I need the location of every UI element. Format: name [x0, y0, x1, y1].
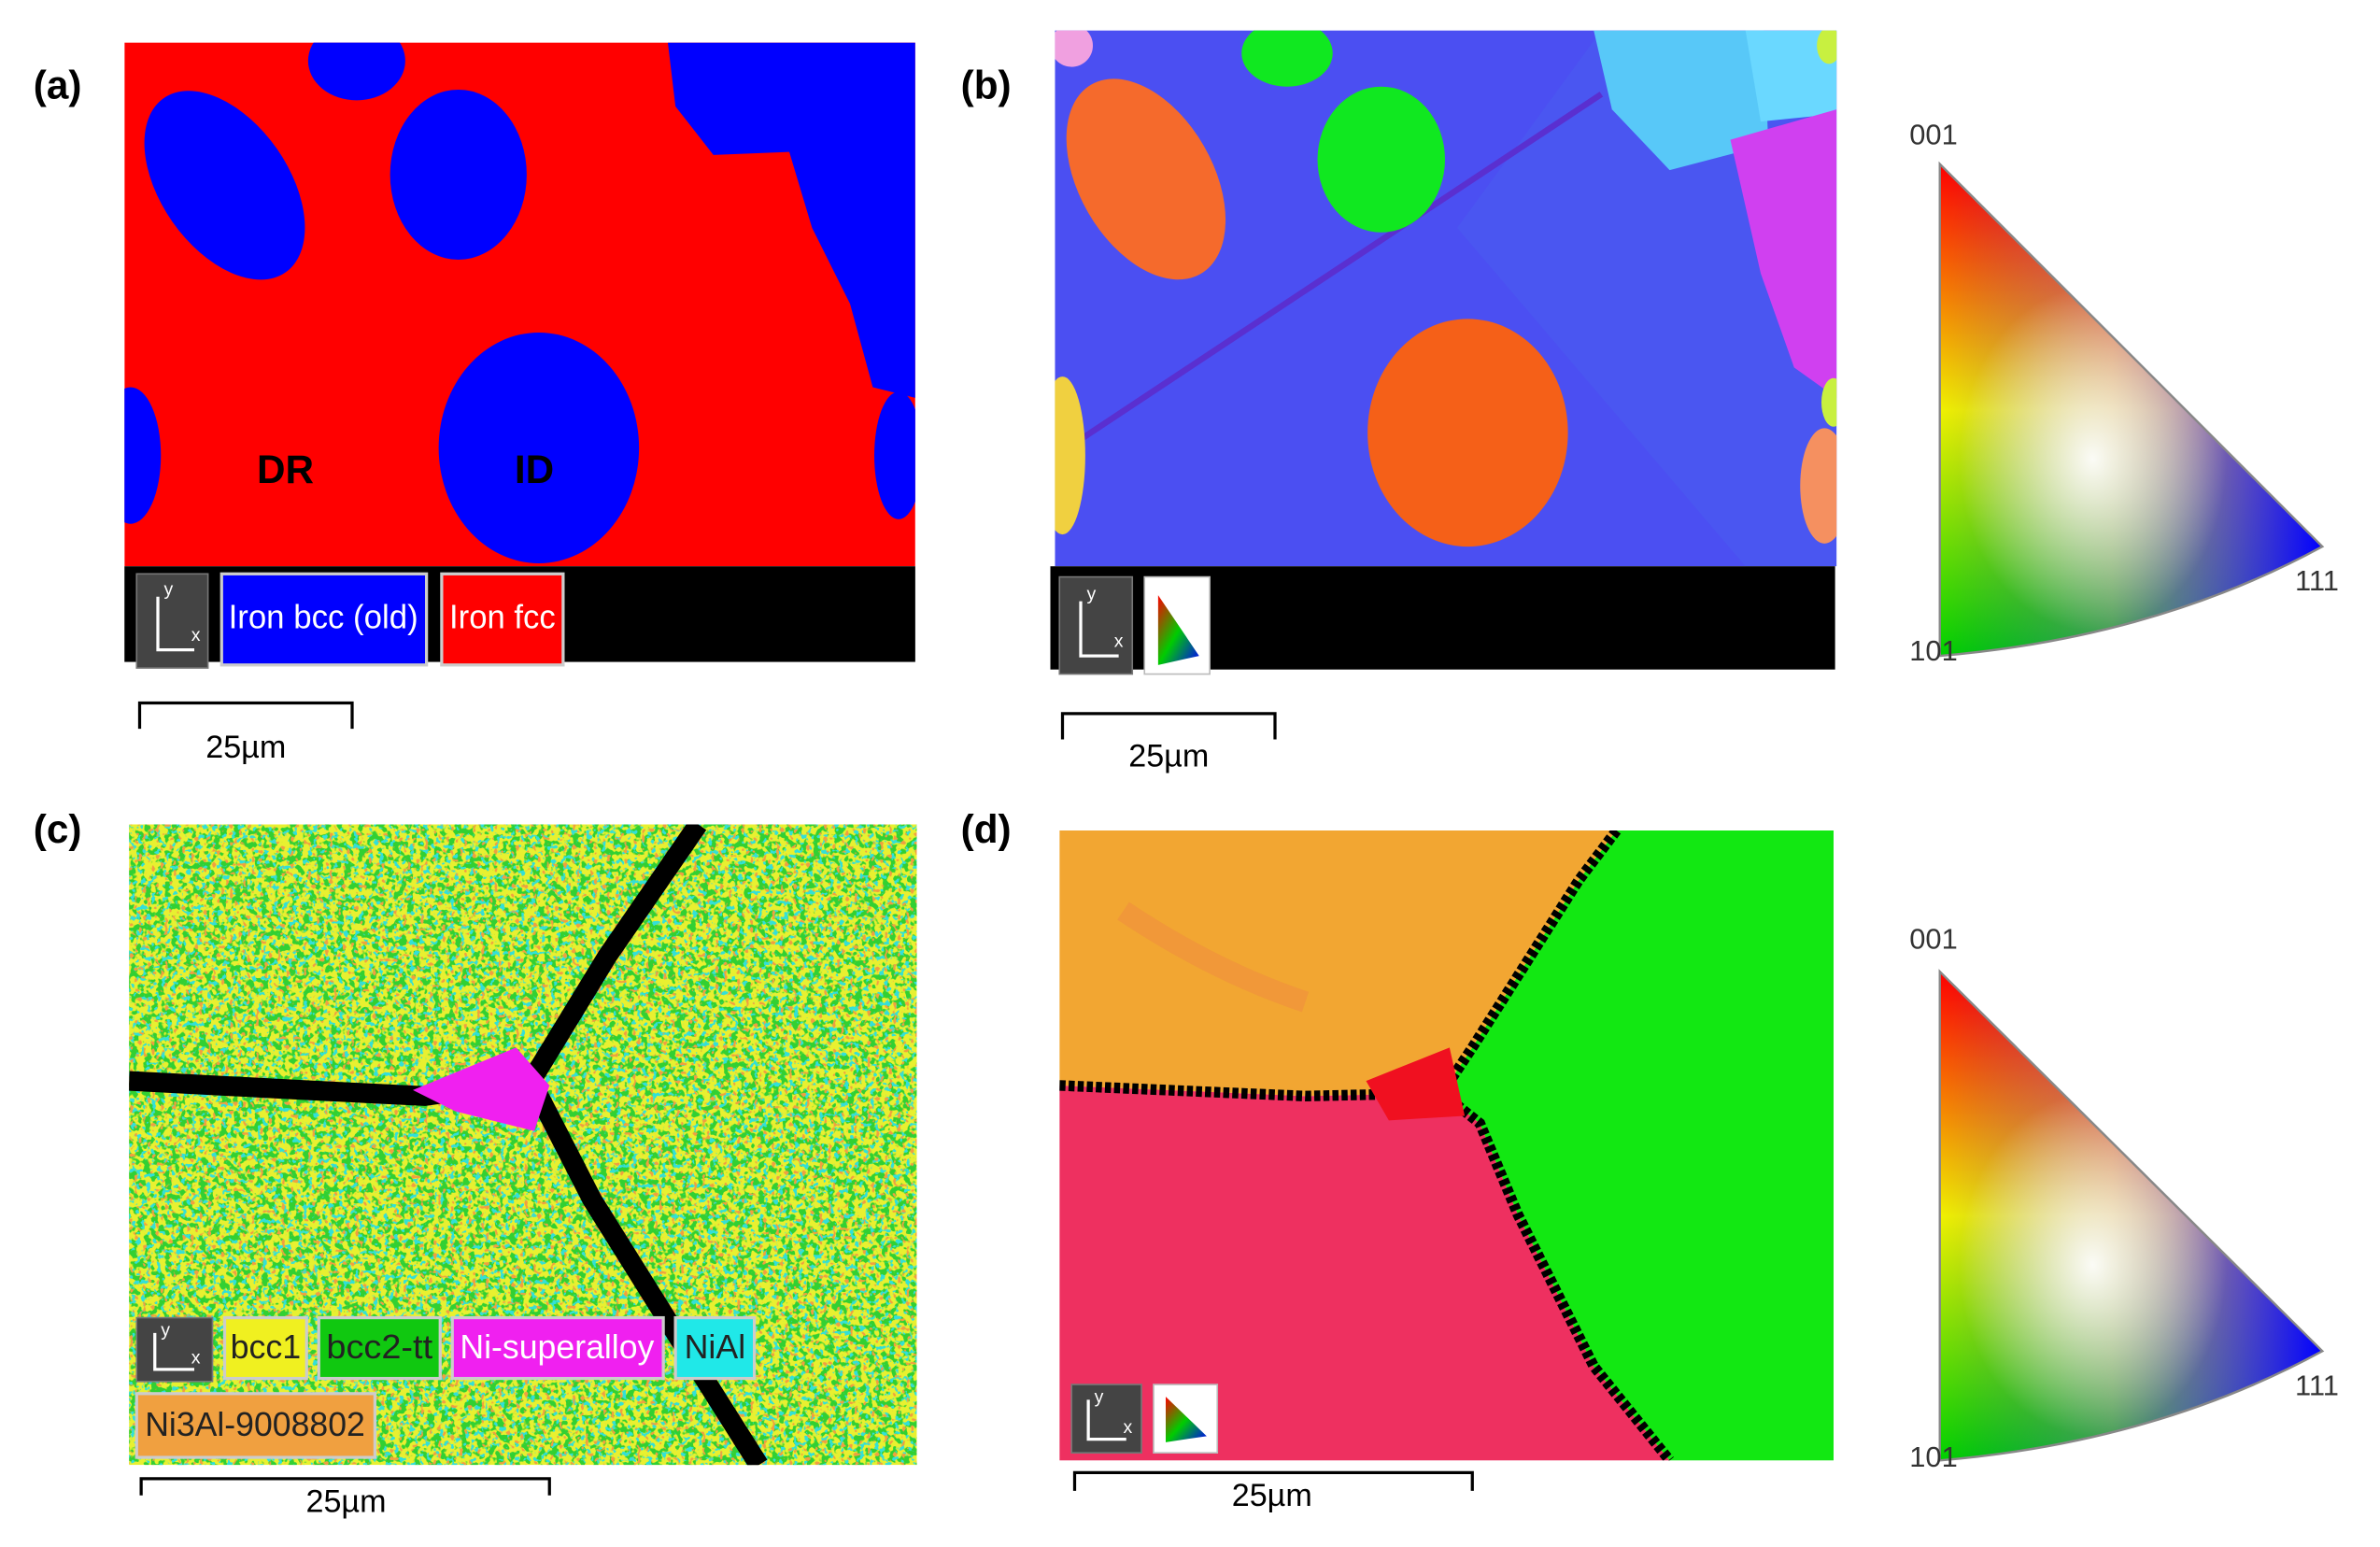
map-region [1938, 969, 2325, 1462]
map-region [1079, 601, 1119, 658]
panel-a: (a) DR ID y x Iron bcc (old) Iron fcc 25… [34, 42, 915, 765]
scale-bar [1072, 1470, 1474, 1491]
ipf-key: 001 101 111 [1909, 118, 2339, 667]
legend-label: Iron fcc [449, 599, 556, 636]
map-region [1817, 30, 1837, 64]
panel-label: (b) [961, 64, 1012, 107]
panel-c: (c) y x bcc1 bcc2-tt Ni-superalloy NiAl … [34, 807, 917, 1520]
map-region [1059, 830, 1674, 1461]
map-region [153, 1332, 194, 1371]
legend-label: Ni-superalloy [460, 1328, 654, 1366]
map-region [1066, 78, 1226, 280]
axis-label: y [1087, 584, 1097, 604]
legend-swatch [440, 572, 565, 667]
ipf-label: 001 [1909, 923, 1958, 956]
ipf-label: 101 [1909, 1441, 1958, 1473]
map-region [1059, 1085, 1670, 1461]
map-region [413, 1047, 550, 1131]
legend-label: Iron bcc (old) [229, 599, 418, 636]
panel-label: (d) [961, 807, 1012, 851]
map-region [1317, 86, 1445, 233]
axis-label: x [1114, 631, 1124, 651]
map-region [1800, 428, 1837, 544]
map-region [1367, 319, 1568, 547]
map-region [1594, 30, 1769, 171]
axis-label: y [1095, 1387, 1104, 1408]
map-region [1730, 109, 1837, 398]
map-region [1072, 92, 1604, 447]
map-region [1058, 575, 1134, 675]
ipf-label: 111 [2295, 1369, 2339, 1401]
legend-label: bcc2-tt [326, 1328, 432, 1366]
map-region [307, 42, 405, 101]
map-region [874, 391, 915, 519]
map-region [1059, 830, 1617, 1097]
axis-label: y [161, 1320, 170, 1341]
map-region [1366, 1047, 1466, 1121]
map-region [1938, 161, 2325, 658]
ipf-label: 111 [2295, 564, 2339, 597]
axis-icon: y x [1070, 1384, 1142, 1454]
scale-label: 25µm [1128, 739, 1209, 774]
scale-label: 25µm [1232, 1478, 1312, 1513]
annotation: ID [515, 447, 554, 491]
map-region [1441, 830, 1834, 1461]
map-region [124, 387, 162, 524]
map-region [390, 89, 527, 260]
phase-map [124, 42, 915, 567]
axis-icon: y x [135, 1316, 214, 1383]
ipf-label: 101 [1909, 634, 1958, 667]
map-region [1745, 30, 1837, 122]
ipf-icon-triangle [1157, 595, 1199, 665]
map-region [124, 42, 915, 563]
panel-b: (b) y x 25µm [961, 30, 1837, 774]
scale-label: 25µm [205, 730, 286, 765]
scale-bar [139, 1477, 551, 1496]
annotation: DR [257, 447, 314, 491]
map-region [1821, 377, 1837, 427]
axis-label: x [191, 625, 201, 646]
scale-bar [137, 701, 354, 730]
legend-swatch [450, 1315, 665, 1381]
panel-label: (a) [34, 64, 82, 107]
axis-icon: y x [135, 573, 209, 669]
legend-swatch [220, 572, 429, 667]
panel-d: (d) y x 25µm [961, 807, 1834, 1513]
legend-swatch [673, 1315, 757, 1381]
map-region [1070, 1384, 1142, 1454]
legend-swatch [222, 1315, 308, 1381]
map-region [144, 91, 305, 280]
map-region [1055, 30, 1093, 67]
legend-label: bcc1 [231, 1328, 302, 1366]
axis-icon: y x [1058, 575, 1134, 675]
axis-label: y [164, 579, 174, 600]
map-region [438, 332, 640, 563]
map-region [1055, 376, 1085, 535]
legend-swatch [317, 1315, 442, 1381]
ipf-icon-triangle [1166, 1397, 1207, 1442]
map-region [135, 573, 209, 669]
axis-label: x [1124, 1417, 1133, 1438]
orientation-map [1055, 30, 1837, 567]
legend-label: Ni3Al-9008802 [145, 1406, 365, 1443]
map-region [1086, 1399, 1126, 1441]
scale-bar [1060, 712, 1277, 740]
map-region [668, 42, 915, 398]
axis-label: x [191, 1347, 201, 1368]
map-region [135, 1316, 214, 1383]
ipf-key: 001 101 111 [1909, 923, 2339, 1473]
scale-label: 25µm [305, 1484, 386, 1520]
legend-swatch [135, 1392, 376, 1459]
map-region [1241, 30, 1333, 87]
ipf-label: 001 [1909, 118, 1958, 150]
map-region [1117, 901, 1310, 1013]
panel-label: (c) [34, 807, 82, 851]
map-region [156, 596, 194, 652]
orientation-map [1059, 830, 1834, 1461]
legend-label: NiAl [685, 1328, 746, 1366]
